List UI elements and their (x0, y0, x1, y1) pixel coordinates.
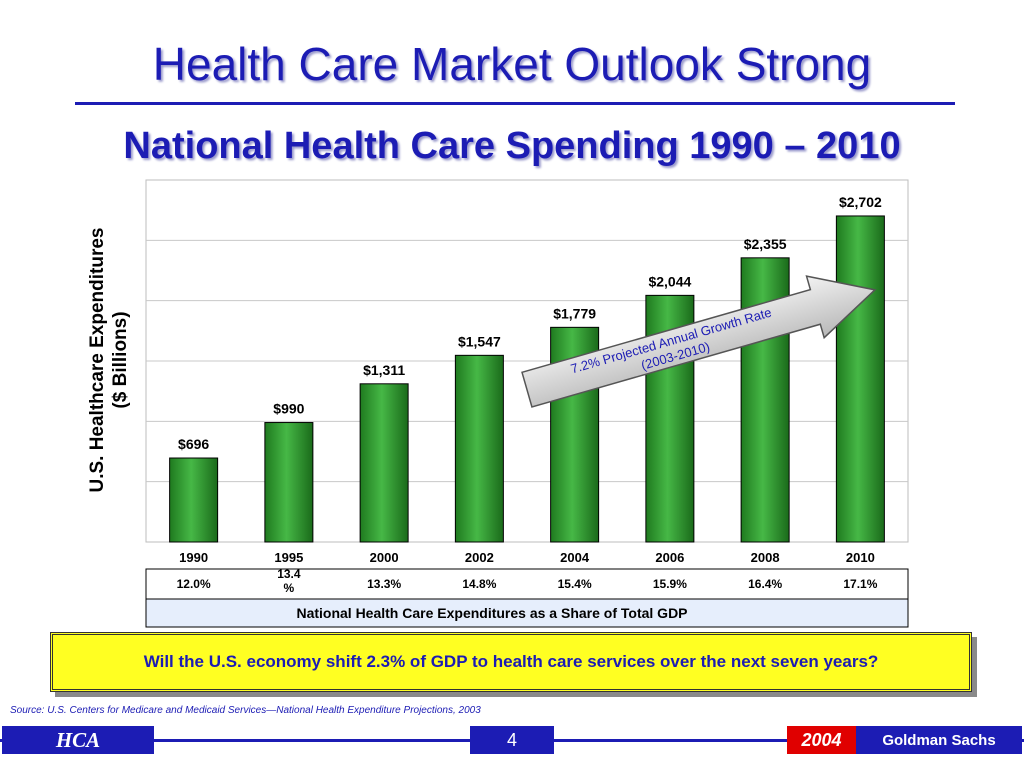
x-tick-1990: 1990 (179, 550, 208, 565)
hca-logo: HCA (2, 726, 154, 754)
value-labels: $696 $990 $1,311 $1,547 $1,779 $2,044 $2,355 $2… (178, 194, 882, 452)
year-badge: 2004 (787, 726, 856, 754)
source-note: Source: U.S. Centers for Medicare and Me… (10, 705, 481, 716)
gdp-share-2000: 13.3% (367, 577, 401, 591)
value-label-1990: $696 (178, 436, 209, 452)
gdp-share-2010: 17.1% (843, 577, 877, 591)
callout-text: Will the U.S. economy shift 2.3% of GDP … (143, 652, 879, 671)
value-label-2000: $1,311 (363, 362, 405, 378)
bar-1995 (264, 422, 314, 543)
value-label-2006: $2,044 (648, 273, 691, 289)
title-divider (75, 102, 955, 105)
x-tick-2002: 2002 (465, 550, 494, 565)
bars (169, 215, 885, 543)
chart-title: National Health Care Spending 1990 – 201… (123, 125, 901, 167)
x-tick-2008: 2008 (751, 550, 780, 565)
gdp-share-2004: 15.4% (558, 577, 592, 591)
value-label-2002: $1,547 (458, 333, 501, 349)
value-label-2010: $2,702 (839, 194, 882, 210)
gdp-table-label: National Health Care Expenditures as a S… (296, 605, 687, 621)
x-axis-tick-labels: 1990 1995 2000 2002 2004 2006 2008 2010 (179, 550, 875, 565)
bar-2010 (835, 215, 885, 543)
gdp-table-label-box (145, 598, 909, 628)
gdp-share-1990: 12.0% (177, 577, 211, 591)
page-number: 4 (470, 726, 554, 754)
gdp-share-values: 12.0% 13.4% 13.3% 14.8% 15.4% 15.9% 16.4% 17.1% (177, 567, 878, 595)
gdp-share-2002: 14.8% (462, 577, 496, 591)
value-label-1995: $990 (273, 401, 304, 417)
x-tick-2004: 2004 (560, 550, 590, 565)
callout-box: Will the U.S. economy shift 2.3% of GDP … (50, 632, 972, 692)
x-tick-2010: 2010 (846, 550, 875, 565)
slide-title: Health Care Market Outlook Strong (152, 38, 872, 90)
gdp-share-2006: 15.9% (653, 577, 687, 591)
value-label-2004: $1,779 (553, 305, 596, 321)
firm-name: Goldman Sachs (856, 726, 1022, 754)
x-tick-2006: 2006 (655, 550, 684, 565)
gdp-share-2008: 16.4% (748, 577, 782, 591)
gdp-share-row (145, 568, 909, 600)
chart: $696 $990 $1,311 $1,547 $1,779 $2,044 $2,355 $2… (145, 179, 909, 628)
gdp-share-1995: 13.4% (277, 567, 301, 595)
x-tick-2000: 2000 (370, 550, 399, 565)
bar-1990 (169, 457, 219, 543)
value-label-2008: $2,355 (744, 236, 787, 252)
x-tick-1995: 1995 (274, 550, 303, 565)
growth-arrow-shape (521, 275, 877, 408)
bar-2002 (454, 354, 504, 543)
bar-2000 (359, 383, 409, 543)
